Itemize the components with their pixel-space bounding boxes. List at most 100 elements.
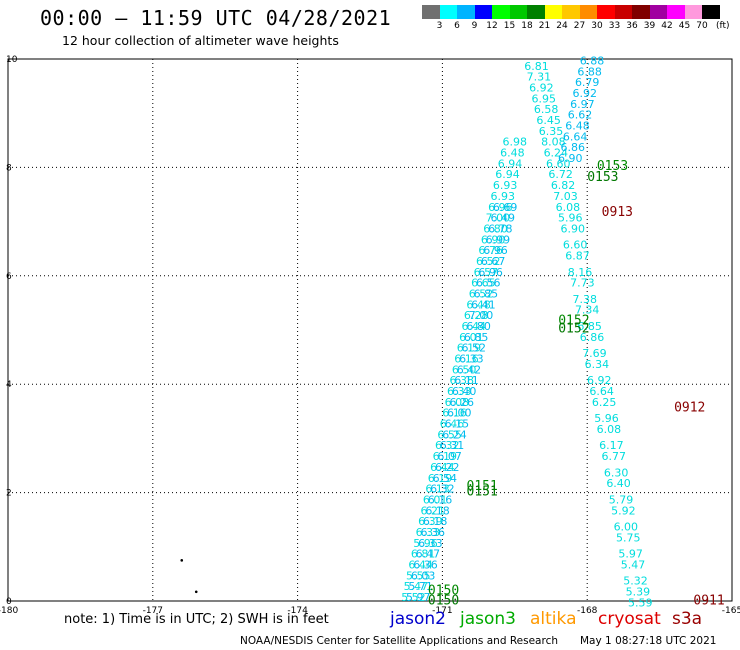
swh-value-label: 6.17 bbox=[599, 439, 624, 452]
data-point bbox=[194, 590, 198, 594]
swh-value-label: 6.08 bbox=[556, 201, 581, 214]
swh-value-label: 6.42 bbox=[457, 363, 482, 376]
swh-value-label: 6.54 bbox=[433, 472, 458, 485]
colorbar-label: 27 bbox=[573, 21, 586, 31]
pass-time-label: 0150 bbox=[428, 593, 459, 608]
swh-value-label: 6.32 bbox=[435, 439, 460, 452]
swh-value-label: 8.08 bbox=[541, 136, 566, 149]
swh-value-label: 6.90 bbox=[481, 233, 506, 246]
swh-value-label: 6.48 bbox=[500, 147, 525, 160]
swh-value-label: 6.64 bbox=[589, 385, 614, 398]
swh-value-label: 6.40 bbox=[452, 385, 477, 398]
swh-value-label: 5.52 bbox=[401, 591, 426, 604]
colorbar-swatch bbox=[597, 5, 615, 19]
colorbar-swatch bbox=[702, 5, 720, 19]
swh-value-label: 6.92 bbox=[573, 87, 598, 100]
legend-cryosat: cryosat bbox=[598, 609, 661, 629]
swh-value-label: 6.33 bbox=[459, 353, 484, 366]
swh-value-label: 5.79 bbox=[609, 493, 634, 506]
swh-value-label: 6.86 bbox=[560, 141, 585, 154]
swh-value-label: 6.33 bbox=[447, 385, 472, 398]
swh-value-label: 6.48 bbox=[466, 298, 491, 311]
swh-value-label: 6.47 bbox=[416, 548, 441, 561]
swh-value-label: 5.96 bbox=[594, 412, 619, 425]
swh-value-label: 6.93 bbox=[490, 190, 515, 203]
colorbar-label: 9 bbox=[471, 21, 478, 31]
swh-value-label: 6.96 bbox=[478, 266, 503, 279]
colorbar-swatch bbox=[422, 5, 440, 19]
swh-value-label: 6.94 bbox=[495, 168, 520, 181]
x-tick-label: -168 bbox=[577, 606, 598, 616]
colorbar-swatch bbox=[474, 5, 493, 19]
colorbar-label: 39 bbox=[643, 21, 656, 31]
colorbar-swatch bbox=[527, 5, 545, 19]
swh-value-label: 6.65 bbox=[471, 277, 496, 290]
swh-value-label: 6.18 bbox=[425, 504, 450, 517]
colorbar-swatch bbox=[439, 5, 458, 19]
swh-value-label: 6.67 bbox=[481, 255, 506, 268]
y-tick-label: 0 bbox=[6, 597, 12, 607]
swh-value-label: 6.80 bbox=[483, 222, 508, 235]
swh-value-label: 6.19 bbox=[433, 450, 458, 463]
swh-value-label: 6.36 bbox=[413, 558, 438, 571]
colorbar-swatch bbox=[684, 5, 703, 19]
swh-value-label: 6.46 bbox=[440, 418, 465, 431]
note-text: note: 1) Time is in UTC; 2) SWH is in fe… bbox=[64, 612, 329, 627]
pass-time-label: 0150 bbox=[428, 583, 459, 598]
swh-value-label: 5.47 bbox=[404, 580, 429, 593]
swh-value-label: 5.92 bbox=[611, 504, 636, 517]
legend-altika: altika bbox=[530, 609, 577, 629]
colorbar-label: 18 bbox=[521, 21, 533, 31]
colorbar-label: 42 bbox=[661, 21, 673, 31]
swh-value-label: 6.77 bbox=[601, 450, 626, 463]
swh-value-label: 7.34 bbox=[575, 304, 600, 317]
x-tick-label: -177 bbox=[143, 606, 163, 616]
swh-value-label: 6.31 bbox=[440, 439, 465, 452]
swh-value-label: 6.55 bbox=[437, 428, 462, 441]
swh-value-label: 6.82 bbox=[551, 179, 576, 192]
swh-value-label: 6.87 bbox=[565, 250, 590, 263]
swh-value-label: 6.98 bbox=[503, 136, 528, 149]
colorbar-swatch bbox=[649, 5, 668, 19]
swh-value-label: 6.44 bbox=[430, 461, 455, 474]
swh-value-label: 6.26 bbox=[449, 396, 474, 409]
swh-value-label: 6.86 bbox=[580, 331, 605, 344]
swh-value-label: 6.13 bbox=[425, 483, 450, 496]
swh-value-label: 6.85 bbox=[577, 320, 602, 333]
swh-value-label: 6.01 bbox=[423, 493, 448, 506]
swh-value-label: 6.90 bbox=[560, 222, 585, 235]
swh-value-label: 6.44 bbox=[462, 320, 487, 333]
swh-value-label: 6.49 bbox=[490, 212, 515, 225]
colorbar-label: 70 bbox=[696, 21, 708, 31]
swh-value-label: 6.88 bbox=[577, 65, 602, 78]
swh-value-label: 6.45 bbox=[536, 114, 561, 127]
swh-value-label: 6.97 bbox=[570, 98, 595, 111]
swh-value-label: 6.72 bbox=[548, 168, 573, 181]
swh-value-label: 7.00 bbox=[486, 212, 511, 225]
pass-time-label: 0153 bbox=[597, 159, 628, 174]
swh-value-label: 6.96 bbox=[483, 244, 508, 257]
swh-value-label: 6.64 bbox=[563, 130, 588, 143]
swh-value-label: 6.08 bbox=[597, 423, 622, 436]
x-tick-label: -180 bbox=[0, 606, 18, 616]
pass-time-label: 0151 bbox=[467, 479, 498, 494]
swh-value-label: 6.24 bbox=[442, 428, 467, 441]
swh-value-label: 7.69 bbox=[582, 347, 607, 360]
swh-value-label: 7.31 bbox=[527, 71, 552, 84]
swh-value-label: 5.97 bbox=[618, 548, 643, 561]
legend-jason3: jason3 bbox=[460, 609, 516, 629]
footer-credit: NOAA/NESDIS Center for Satellite Applica… bbox=[240, 635, 558, 647]
y-tick-label: 8 bbox=[6, 163, 12, 173]
x-tick-label: -165 bbox=[722, 606, 740, 616]
colorbar-swatch bbox=[509, 5, 528, 19]
swh-value-label: 6.32 bbox=[430, 483, 455, 496]
y-tick-label: 2 bbox=[6, 489, 12, 499]
swh-value-label: 6.40 bbox=[606, 477, 631, 490]
swh-value-label: 8.16 bbox=[568, 266, 593, 279]
chart-title: 00:00 – 11:59 UTC 04/28/2021 bbox=[40, 6, 392, 30]
swh-value-label: 6.69 bbox=[493, 201, 518, 214]
swh-value-label: 5.55 bbox=[406, 569, 431, 582]
swh-value-label: 7.38 bbox=[573, 293, 598, 306]
pass-time-label: 0913 bbox=[602, 205, 633, 220]
